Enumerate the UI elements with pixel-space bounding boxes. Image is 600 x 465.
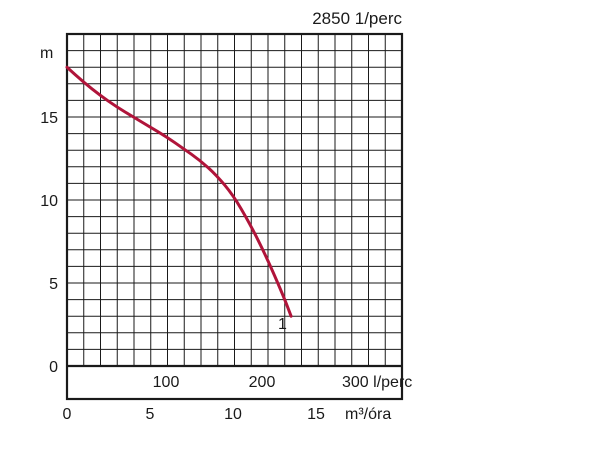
y-tick-label: 0 [49, 359, 58, 376]
grid-lines [67, 34, 402, 366]
y-tick-label: 5 [49, 276, 58, 293]
x2-tick-label: 200 [249, 374, 276, 391]
x-tick-label: 15 [307, 406, 325, 423]
x-axis-unit-label: m³/óra [345, 406, 391, 423]
x-tick-label: 5 [146, 406, 155, 423]
y-tick-label: 10 [40, 193, 58, 210]
series-label: 1 [278, 316, 287, 333]
y-axis-label: m [40, 45, 53, 62]
plot-frame [65, 32, 404, 401]
x-tick-label: 10 [224, 406, 242, 423]
x2-tick-label: 100 [153, 374, 180, 391]
x-tick-label: 0 [63, 406, 72, 423]
chart-marks: 0 5 10 15 0 5 10 15 100 200 300 l/perc [40, 65, 412, 423]
series-curve [65, 65, 293, 318]
x2-tick-label: 300 l/perc [342, 374, 412, 391]
chart-title: 2850 1/perc [312, 9, 402, 28]
y-tick-label: 15 [40, 110, 58, 127]
